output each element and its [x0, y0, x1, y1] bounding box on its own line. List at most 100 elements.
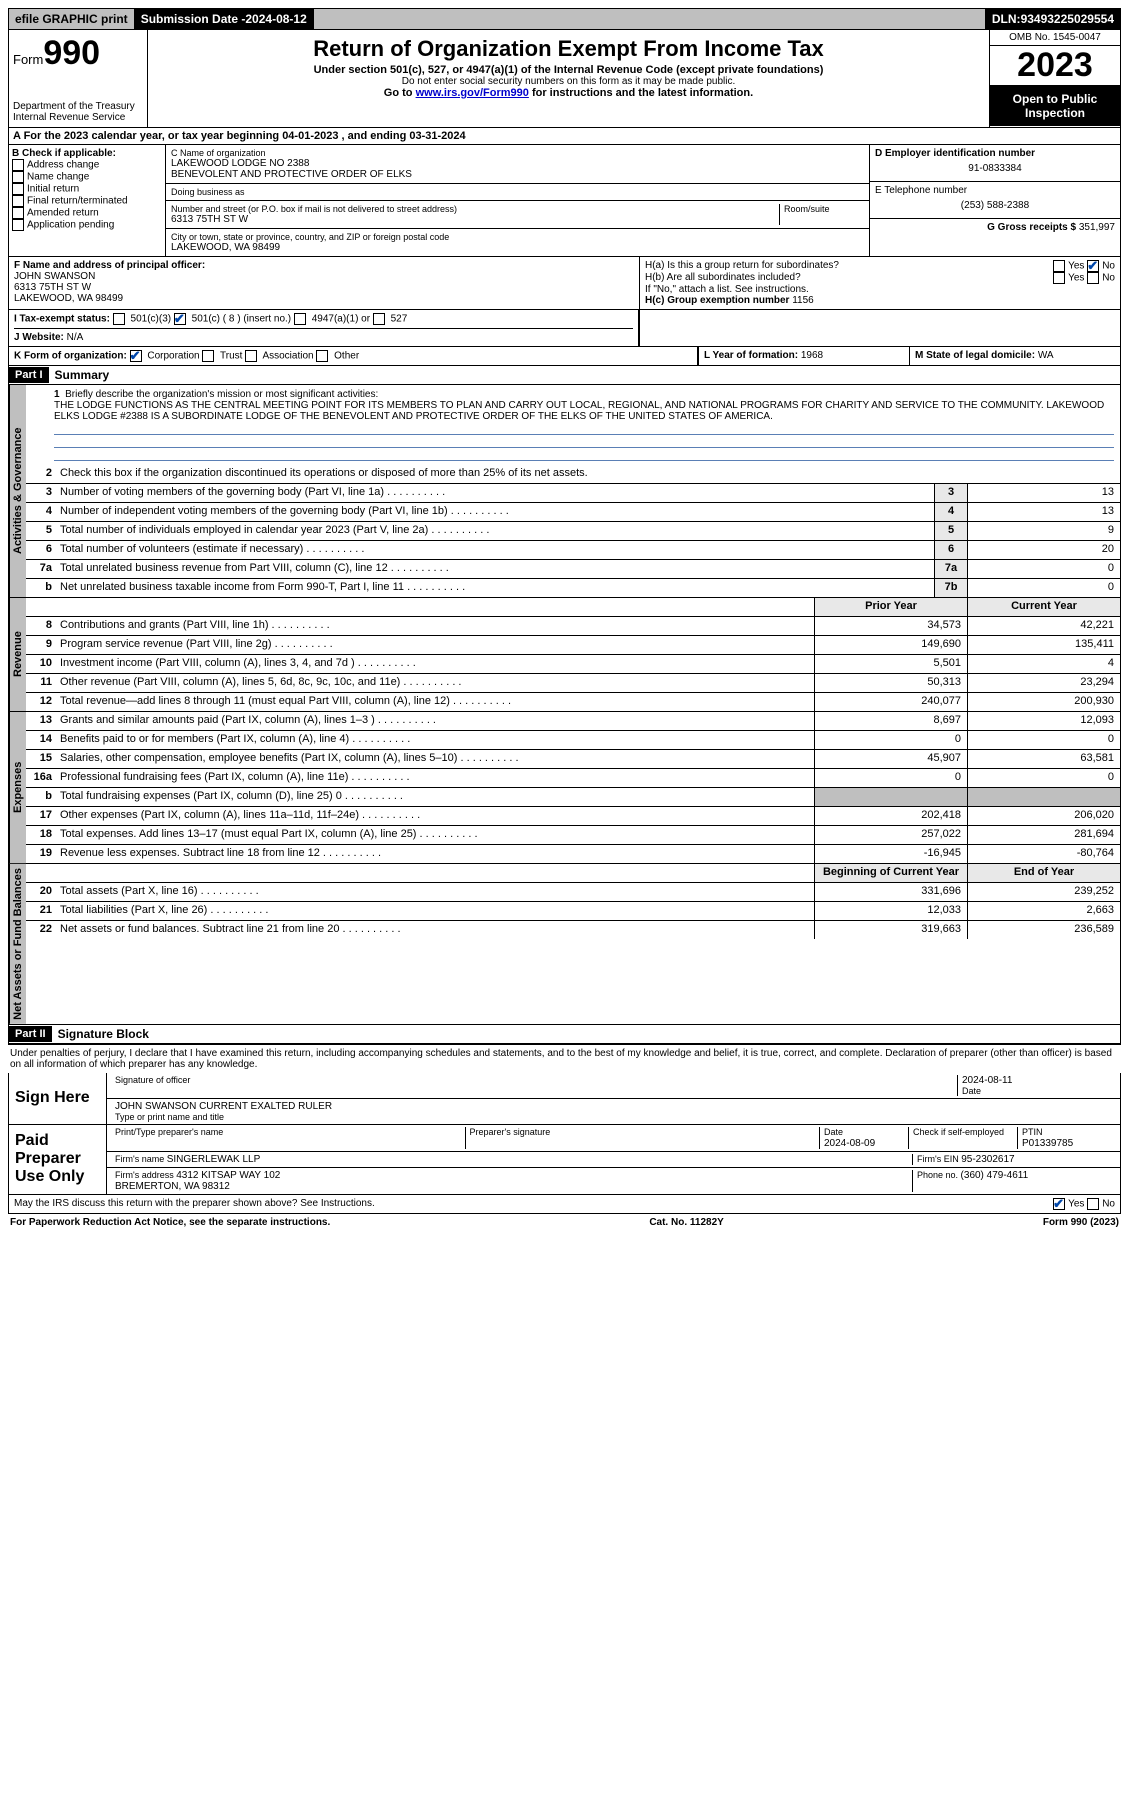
cb-4947[interactable] [294, 313, 306, 325]
cb-final-return[interactable] [12, 195, 24, 207]
prep-sig-label: Preparer's signature [466, 1127, 821, 1149]
data-line: 18Total expenses. Add lines 13–17 (must … [26, 826, 1120, 845]
block-fh: F Name and address of principal officer:… [8, 257, 1121, 310]
part2-badge: Part II [9, 1026, 52, 1042]
ptin-value: P01339785 [1022, 1138, 1073, 1149]
addr-label: Number and street (or P.O. box if mail i… [171, 204, 779, 214]
header-mid: Return of Organization Exempt From Incom… [148, 30, 989, 127]
sig-officer-label: Signature of officer [115, 1075, 953, 1085]
city-value: LAKEWOOD, WA 98499 [171, 242, 864, 253]
tab-expenses: Expenses [9, 712, 26, 863]
org-name-1: LAKEWOOD LODGE NO 2388 [171, 158, 864, 169]
footer-mid: Cat. No. 11282Y [649, 1217, 723, 1228]
omb-number: OMB No. 1545-0047 [990, 30, 1120, 46]
cb-hb-yes[interactable] [1053, 272, 1065, 284]
section-revenue: Revenue Prior Year Current Year 8Contrib… [8, 598, 1121, 712]
footer-left: For Paperwork Reduction Act Notice, see … [10, 1217, 330, 1228]
org-name-2: BENEVOLENT AND PROTECTIVE ORDER OF ELKS [171, 169, 864, 180]
block-h: H(a) Is this a group return for subordin… [640, 257, 1120, 309]
data-line: 16aProfessional fundraising fees (Part I… [26, 769, 1120, 788]
block-bcd: B Check if applicable: Address change Na… [8, 145, 1121, 257]
cb-527[interactable] [373, 313, 385, 325]
data-line: 19Revenue less expenses. Subtract line 1… [26, 845, 1120, 863]
cb-corporation[interactable] [130, 350, 142, 362]
tel-value: (253) 588-2388 [875, 196, 1115, 215]
ein-value: 91-0833384 [875, 159, 1115, 178]
row-j-label: J Website: [14, 332, 67, 343]
cb-discuss-yes[interactable] [1053, 1198, 1065, 1210]
officer-addr2: LAKEWOOD, WA 98499 [14, 293, 123, 304]
cb-trust[interactable] [202, 350, 214, 362]
block-f: F Name and address of principal officer:… [9, 257, 640, 309]
gross-value: 351,997 [1079, 222, 1115, 233]
top-bar: efile GRAPHIC print Submission Date - 20… [8, 8, 1121, 30]
hc-label: H(c) Group exemption number [645, 295, 792, 306]
data-line: 10Investment income (Part VIII, column (… [26, 655, 1120, 674]
cb-initial-return[interactable] [12, 183, 24, 195]
data-line: 8Contributions and grants (Part VIII, li… [26, 617, 1120, 636]
line-1: 1 Briefly describe the organization's mi… [26, 385, 1120, 465]
gov-line: 4Number of independent voting members of… [26, 503, 1120, 522]
cb-address-change[interactable] [12, 159, 24, 171]
block-klm: K Form of organization: Corporation Trus… [8, 347, 1121, 366]
cb-app-pending[interactable] [12, 219, 24, 231]
org-name-label: C Name of organization [171, 148, 864, 158]
discuss-text: May the IRS discuss this return with the… [9, 1195, 960, 1213]
firm-ein: 95-2302617 [961, 1154, 1014, 1165]
footer: For Paperwork Reduction Act Notice, see … [8, 1214, 1121, 1231]
dept-treasury: Department of the Treasury [13, 101, 143, 112]
dln: DLN: 93493225029554 [986, 9, 1120, 29]
subtitle-1: Under section 501(c), 527, or 4947(a)(1)… [154, 64, 983, 76]
officer-name: JOHN SWANSON [14, 271, 95, 282]
cb-other[interactable] [316, 350, 328, 362]
data-line: 13Grants and similar amounts paid (Part … [26, 712, 1120, 731]
firm-addr2: BREMERTON, WA 98312 [115, 1181, 230, 1192]
part2-header: Part II Signature Block [8, 1025, 1121, 1044]
cb-ha-yes[interactable] [1053, 260, 1065, 272]
ein-label: D Employer identification number [875, 148, 1035, 159]
public-inspection: Open to Public Inspection [990, 86, 1120, 126]
section-governance: Activities & Governance 1 Briefly descri… [8, 385, 1121, 598]
col-headers-revenue: Prior Year Current Year [26, 598, 1120, 617]
cb-501c3[interactable] [113, 313, 125, 325]
data-line: 14Benefits paid to or for members (Part … [26, 731, 1120, 750]
header-left: Form990 Department of the Treasury Inter… [9, 30, 148, 127]
data-line: 21Total liabilities (Part X, line 26)12,… [26, 902, 1120, 921]
data-line: 15Salaries, other compensation, employee… [26, 750, 1120, 769]
data-line: 11Other revenue (Part VIII, column (A), … [26, 674, 1120, 693]
cb-ha-no[interactable] [1087, 260, 1099, 272]
state-domicile: WA [1038, 350, 1054, 361]
dba-label: Doing business as [171, 187, 864, 197]
addr-value: 6313 75TH ST W [171, 214, 779, 225]
efile-label[interactable]: efile GRAPHIC print [9, 9, 135, 29]
hb-note: If "No," attach a list. See instructions… [645, 284, 1115, 295]
tab-governance: Activities & Governance [9, 385, 26, 597]
cb-amended-return[interactable] [12, 207, 24, 219]
firm-name: SINGERLEWAK LLP [167, 1154, 261, 1165]
dept-irs: Internal Revenue Service [13, 112, 143, 123]
row-i-label: I Tax-exempt status: [14, 314, 110, 325]
sign-here-block: Sign Here Signature of officer 2024-08-1… [8, 1073, 1121, 1125]
part1-badge: Part I [9, 367, 49, 383]
data-line: 22Net assets or fund balances. Subtract … [26, 921, 1120, 939]
tax-year: 2023 [990, 46, 1120, 86]
irs-link[interactable]: www.irs.gov/Form990 [416, 87, 529, 99]
part1-header: Part I Summary [8, 366, 1121, 385]
header-right: OMB No. 1545-0047 2023 Open to Public In… [989, 30, 1120, 127]
year-formation: 1968 [801, 350, 823, 361]
data-line: 20Total assets (Part X, line 16)331,6962… [26, 883, 1120, 902]
website-value: N/A [67, 332, 84, 343]
block-ij: I Tax-exempt status: 501(c)(3) 501(c) ( … [8, 310, 1121, 347]
cb-501c[interactable] [174, 313, 186, 325]
cb-hb-no[interactable] [1087, 272, 1099, 284]
cb-association[interactable] [245, 350, 257, 362]
cb-name-change[interactable] [12, 171, 24, 183]
data-line: 17Other expenses (Part IX, column (A), l… [26, 807, 1120, 826]
col-d-ein: D Employer identification number 91-0833… [869, 145, 1120, 256]
tab-revenue: Revenue [9, 598, 26, 711]
tab-net-assets: Net Assets or Fund Balances [9, 864, 26, 1024]
prep-name-label: Print/Type preparer's name [111, 1127, 466, 1149]
subtitle-3: Go to www.irs.gov/Form990 for instructio… [154, 87, 983, 99]
cb-discuss-no[interactable] [1087, 1198, 1099, 1210]
perjury-text: Under penalties of perjury, I declare th… [8, 1044, 1121, 1073]
